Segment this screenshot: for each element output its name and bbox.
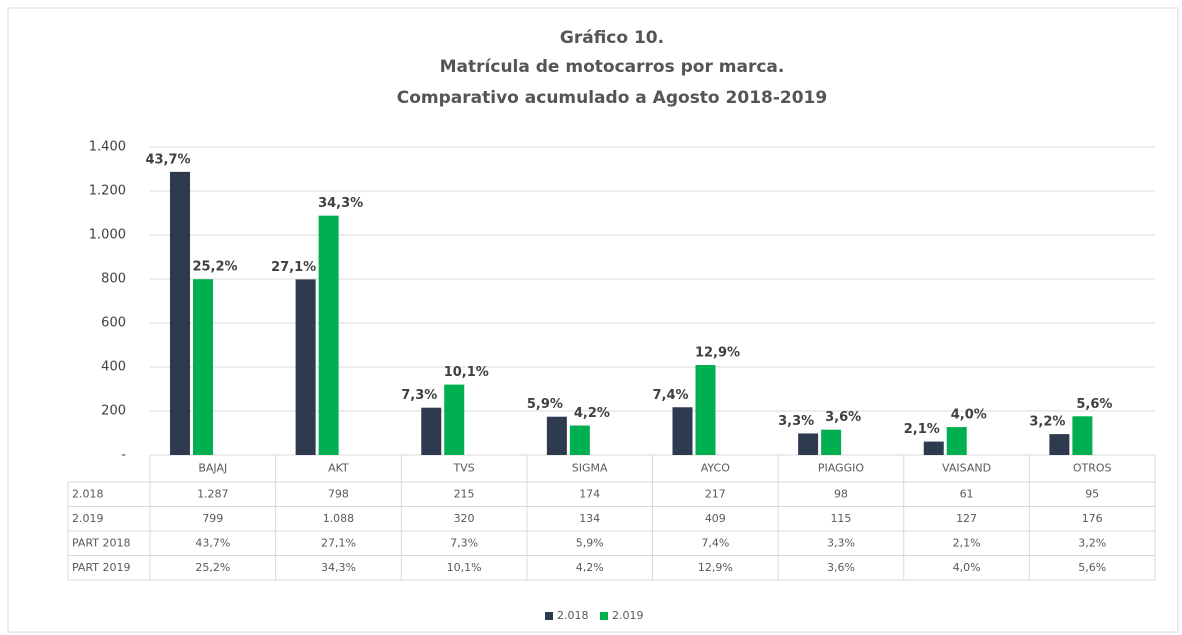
chart-subtitle: Matrícula de motocarros por marca. bbox=[440, 57, 785, 77]
x-tick-label: PIAGGIO bbox=[818, 462, 865, 475]
y-tick-label: 800 bbox=[101, 272, 126, 287]
data-label: 43,7% bbox=[145, 152, 190, 167]
table-cell: 1.088 bbox=[323, 512, 355, 525]
table-cell: 5,9% bbox=[576, 536, 604, 549]
table-cell: 12,9% bbox=[698, 561, 733, 574]
y-tick-label: 1.400 bbox=[89, 140, 126, 155]
table-cell: 176 bbox=[1082, 512, 1103, 525]
legend-label: 2.019 bbox=[612, 609, 644, 622]
bar bbox=[569, 425, 590, 455]
table-cell: 43,7% bbox=[195, 536, 230, 549]
bar bbox=[946, 427, 967, 455]
chart-subtitle: Comparativo acumulado a Agosto 2018-2019 bbox=[397, 88, 827, 108]
table-cell: 27,1% bbox=[321, 536, 356, 549]
bar bbox=[798, 433, 819, 455]
row-label: PART 2019 bbox=[72, 561, 131, 574]
bar bbox=[821, 429, 842, 455]
table-cell: 215 bbox=[454, 487, 475, 500]
table-cell: 10,1% bbox=[447, 561, 482, 574]
table-cell: 61 bbox=[960, 487, 974, 500]
data-label: 34,3% bbox=[318, 196, 363, 211]
x-tick-label: AYCO bbox=[701, 462, 730, 475]
data-label: 12,9% bbox=[695, 346, 740, 361]
data-label: 4,2% bbox=[574, 406, 610, 421]
table-cell: 115 bbox=[830, 512, 851, 525]
table-cell: 3,2% bbox=[1078, 536, 1106, 549]
bar bbox=[695, 365, 716, 455]
table-cell: 1.287 bbox=[197, 487, 229, 500]
data-label: 3,6% bbox=[825, 410, 861, 425]
legend-label: 2.018 bbox=[557, 609, 589, 622]
data-label: 10,1% bbox=[444, 365, 489, 380]
table-cell: 409 bbox=[705, 512, 726, 525]
legend-swatch bbox=[545, 612, 553, 620]
table-cell: 34,3% bbox=[321, 561, 356, 574]
bar bbox=[546, 416, 567, 455]
table-cell: 217 bbox=[705, 487, 726, 500]
bar bbox=[1072, 416, 1093, 455]
table-cell: 320 bbox=[454, 512, 475, 525]
x-tick-label: VAISAND bbox=[942, 462, 991, 475]
table-cell: 7,4% bbox=[701, 536, 729, 549]
table-cell: 127 bbox=[956, 512, 977, 525]
table-cell: 7,3% bbox=[450, 536, 478, 549]
data-label: 5,6% bbox=[1076, 397, 1112, 412]
bar bbox=[444, 384, 465, 455]
y-tick-label: 400 bbox=[101, 360, 126, 375]
data-label: 4,0% bbox=[951, 408, 987, 423]
data-label: 2,1% bbox=[904, 422, 940, 437]
y-tick-label: 1.200 bbox=[89, 184, 126, 199]
data-label: 3,3% bbox=[778, 414, 814, 429]
table-cell: 799 bbox=[202, 512, 223, 525]
bar bbox=[672, 407, 693, 455]
x-tick-label: TVS bbox=[452, 462, 474, 475]
bar bbox=[923, 441, 944, 455]
data-label: 7,3% bbox=[401, 388, 437, 403]
table-cell: 174 bbox=[579, 487, 600, 500]
y-tick-label: - bbox=[121, 448, 126, 463]
table-cell: 3,6% bbox=[827, 561, 855, 574]
data-label: 25,2% bbox=[192, 260, 237, 275]
bar bbox=[193, 279, 213, 455]
table-cell: 4,0% bbox=[953, 561, 981, 574]
bar bbox=[1049, 434, 1070, 455]
x-tick-label: BAJAJ bbox=[198, 462, 227, 475]
table-cell: 25,2% bbox=[195, 561, 230, 574]
row-label: 2.018 bbox=[72, 487, 104, 500]
table-cell: 95 bbox=[1085, 487, 1099, 500]
data-label: 27,1% bbox=[271, 260, 316, 275]
table-cell: 134 bbox=[579, 512, 600, 525]
table-cell: 798 bbox=[328, 487, 349, 500]
data-label: 5,9% bbox=[527, 397, 563, 412]
data-label: 7,4% bbox=[652, 388, 688, 403]
x-tick-label: AKT bbox=[328, 462, 349, 475]
y-tick-label: 1.000 bbox=[89, 228, 126, 243]
chart-title: Gráfico 10. bbox=[560, 28, 664, 48]
bar bbox=[170, 171, 190, 456]
y-tick-label: 600 bbox=[101, 316, 126, 331]
x-tick-label: SIGMA bbox=[572, 462, 608, 475]
table-cell: 3,3% bbox=[827, 536, 855, 549]
x-tick-label: OTROS bbox=[1073, 462, 1112, 475]
table-cell: 4,2% bbox=[576, 561, 604, 574]
bar bbox=[318, 215, 339, 455]
y-tick-label: 200 bbox=[101, 404, 126, 419]
legend-swatch bbox=[600, 612, 608, 620]
row-label: 2.019 bbox=[72, 512, 104, 525]
bar bbox=[421, 407, 442, 455]
table-cell: 98 bbox=[834, 487, 848, 500]
table-cell: 5,6% bbox=[1078, 561, 1106, 574]
data-label: 3,2% bbox=[1029, 415, 1065, 430]
table-cell: 2,1% bbox=[953, 536, 981, 549]
row-label: PART 2018 bbox=[72, 536, 131, 549]
bar bbox=[295, 279, 316, 455]
